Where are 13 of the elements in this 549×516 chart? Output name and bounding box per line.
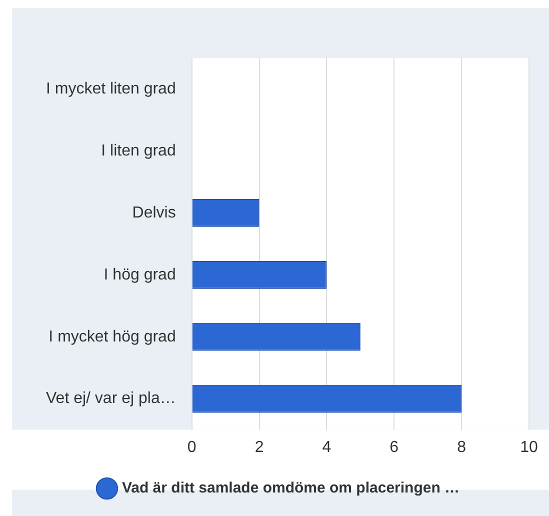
- y-tick-label: I mycket hög grad: [48, 328, 176, 346]
- y-tick-label: Vet ej/ var ej pla…: [46, 390, 176, 408]
- legend-label: Vad är ditt samlade omdöme om placeringen …: [122, 480, 460, 497]
- y-tick-label: I mycket liten grad: [46, 80, 176, 98]
- x-tick-label: 10: [520, 438, 538, 456]
- y-tick-label: I liten grad: [101, 142, 176, 160]
- x-tick-label: 6: [390, 438, 399, 456]
- y-tick-label: I hög grad: [104, 266, 176, 284]
- x-tick-label: 0: [187, 438, 196, 456]
- x-tick-label: 4: [322, 438, 332, 456]
- x-tick-label: 2: [254, 438, 264, 456]
- y-tick-label: Delvis: [132, 204, 176, 222]
- x-tick-label: 8: [457, 438, 466, 456]
